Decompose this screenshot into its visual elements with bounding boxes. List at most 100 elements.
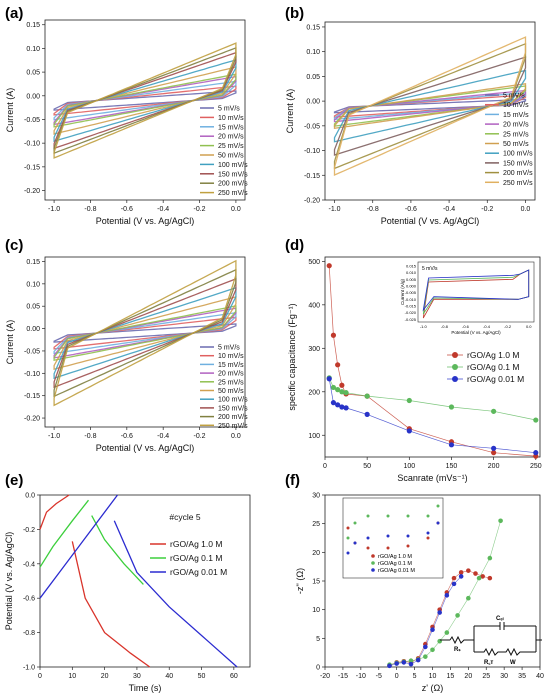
x-tick-label: 100 [403,463,415,470]
inset-y-tick: 0.010 [406,270,417,275]
x-tick-label: 20 [464,673,472,680]
gcd-curve-rGO-Ag-0.01-M [113,520,238,668]
y-tick-label: -0.20 [304,198,320,205]
legend-label: rGO/Ag 1.0 M [170,539,222,549]
nyquist-point [423,644,428,650]
y-tick-label: 0.0 [25,493,35,500]
cv-curve-250-mV-s [53,42,237,159]
nyquist-point [498,518,503,524]
x-tick-label: 250 [530,463,542,470]
nyquist-point [466,595,471,601]
inset-point [436,521,440,525]
nyquist-point [473,571,478,576]
data-point [491,408,497,414]
inset-point [346,551,350,555]
x-tick-label: -0.6 [405,206,417,213]
legend-label: 200 mV/s [218,414,248,421]
x-tick-label: 35 [518,673,526,680]
chart-title: #cycle 5 [169,512,200,522]
legend-label: rGO/Ag 0.01 M [170,567,227,577]
data-point [533,417,539,423]
nyquist-point [476,575,482,581]
legend-label: 50 mV/s [218,388,244,395]
legend-label: 25 mV/s [218,143,244,150]
x-axis-label: Scanrate (mVs⁻¹) [397,473,467,483]
y-tick-label: 0 [316,665,320,672]
x-tick-label: -0.6 [121,206,133,213]
inset-point [426,536,430,540]
cv-curve-50-mV-s [333,83,527,130]
cv-curve-150-mV-s [333,56,527,156]
y-tick-label: 0.10 [26,281,40,288]
y-tick-label: 300 [308,346,320,353]
y-tick-label: 0.05 [26,304,40,311]
legend-label: 150 mV/s [218,171,248,178]
inset-y-tick: -0.020 [405,310,417,315]
nyquist-point [466,568,471,573]
x-tick-label: -0.4 [157,433,169,440]
inset-legend-marker [371,554,375,558]
x-axis-label: Time (s) [129,683,162,693]
nyquist-point [444,593,450,598]
inset-legend-marker [371,561,375,565]
y-tick-label: 0.00 [26,93,40,100]
x-tick-label: 150 [446,463,458,470]
equivalent-circuit [440,622,542,657]
legend-label: 150 mV/s [218,405,248,412]
cv-curve-50-mV-s [53,66,237,135]
y-tick-label: -0.05 [24,348,40,355]
inset-point [386,534,390,538]
x-tick-label: -0.8 [84,206,96,213]
inset-point [366,536,370,540]
nyquist-point [408,661,414,667]
legend-label: 100 mV/s [218,162,248,169]
nyquist-point [444,630,450,635]
inset-point [436,504,440,508]
inset-point [386,546,390,550]
y-tick-label: -0.05 [24,117,40,124]
inset-point [346,526,350,530]
x-tick-label: -0.2 [194,206,206,213]
inset-x-tick: -0.6 [462,324,470,329]
inset-title: 5 mV/s [422,266,438,272]
gcd-curve-rGO-Ag-0.01-M [39,494,119,599]
y-axis-label: -z'' (Ω) [295,568,305,594]
x-tick-label: 0 [395,673,399,680]
gcd-curve-rGO-Ag-1.0-M [39,494,70,530]
data-point [364,393,370,399]
inset-point [426,514,430,518]
y-axis-label: specific capacitance (Fg⁻¹) [287,303,297,410]
y-tick-label: 10 [312,607,320,614]
panel-label-a: (a) [5,5,23,22]
nyquist-line [389,576,462,667]
cv-curve-100-mV-s [53,59,237,143]
y-tick-label: -0.10 [24,141,40,148]
cv-curve-250-mV-s [333,36,527,176]
x-tick-label: 25 [482,673,490,680]
data-point [406,397,412,404]
y-tick-label: 200 [308,389,320,396]
y-tick-label: -0.05 [304,123,320,130]
legend-label: rGO/Ag 1.0 M [467,350,519,360]
nyquist-point [455,613,460,618]
cv-curve-200-mV-s [333,42,527,170]
legend-label: rGO/Ag 0.01 M [467,374,524,384]
inset-y-tick: -0.015 [405,304,417,309]
cv-curve-25-mV-s [53,305,237,361]
inset-point [353,541,357,545]
inset-point [406,534,410,538]
cv-curve-10-mV-s [53,85,237,116]
legend-label: 100 mV/s [503,151,533,158]
inset-y-tick: -0.010 [405,297,417,302]
nyquist-point [430,647,435,653]
plot-frame [44,256,246,428]
inset-y-tick: 0.015 [406,264,417,269]
x-tick-label: 40 [536,673,544,680]
cv-curve-15-mV-s [53,311,237,355]
y-tick-label: 500 [308,259,320,266]
legend-label: 10 mV/s [503,102,529,109]
y-tick-label: 25 [312,521,320,528]
x-tick-label: -20 [320,673,330,680]
panel-label-d: (d) [285,237,304,254]
inset-point [406,544,410,548]
